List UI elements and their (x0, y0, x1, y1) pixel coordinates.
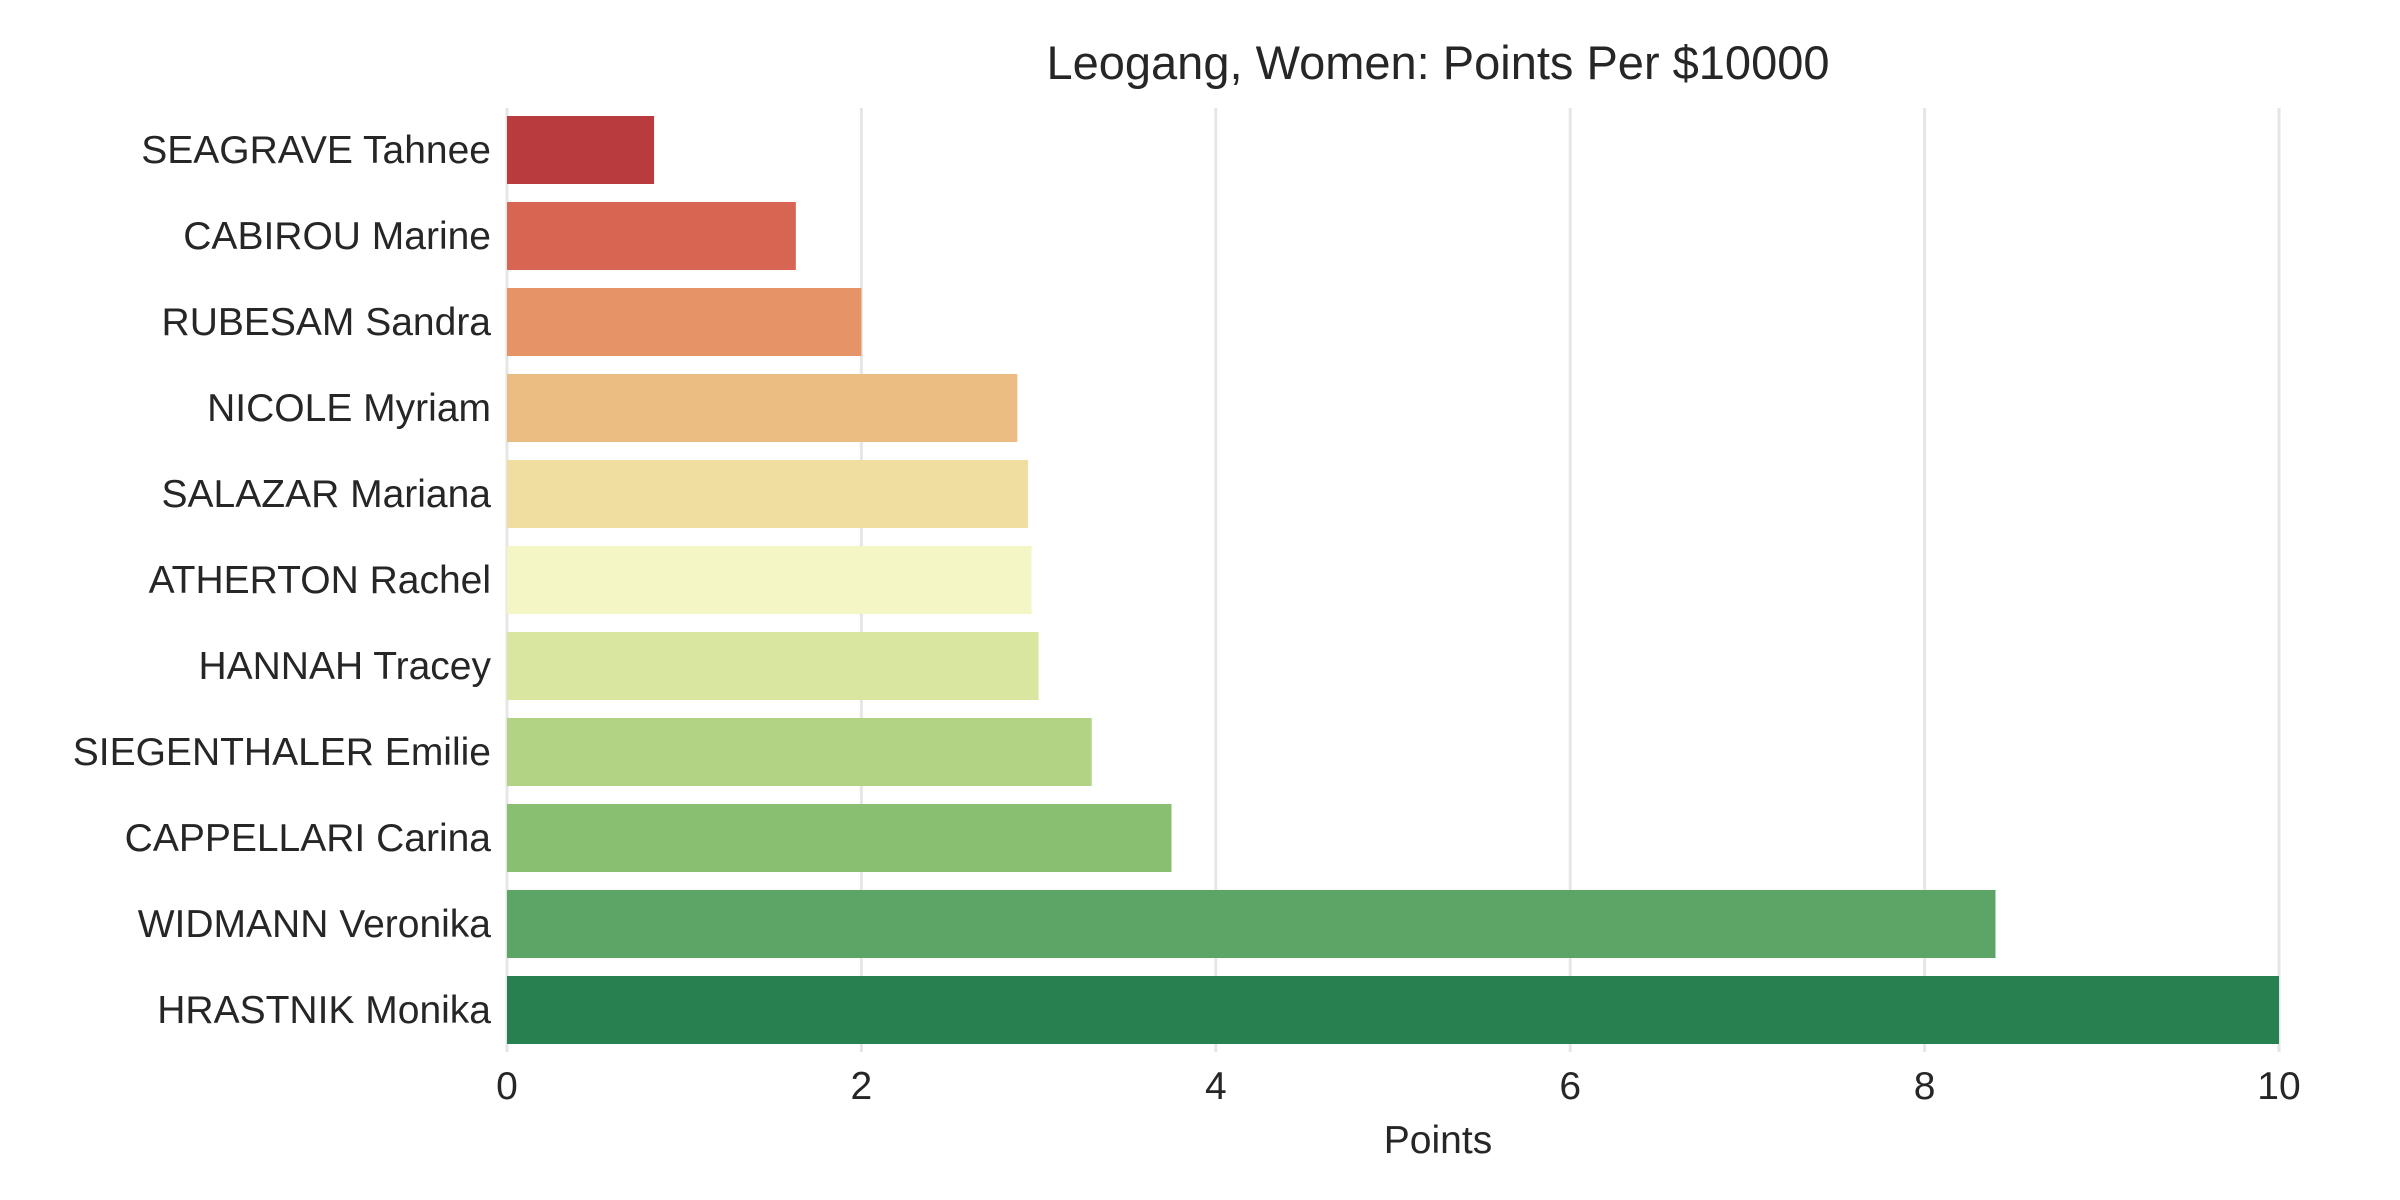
x-tick-label: 0 (496, 1065, 518, 1108)
bar (507, 460, 1028, 528)
category-label: NICOLE Myriam (207, 387, 491, 430)
x-tick-label: 2 (851, 1065, 873, 1108)
x-axis-label: Points (1384, 1119, 1492, 1162)
category-label: HANNAH Tracey (198, 645, 491, 688)
bar (507, 202, 796, 270)
category-label: RUBESAM Sandra (162, 301, 492, 344)
x-tick-label: 6 (1559, 1065, 1581, 1108)
category-labels: SEAGRAVE Tahnee CABIROU Marine RUBESAM San… (73, 129, 492, 1032)
category-label: HRASTNIK Monika (157, 989, 491, 1032)
x-tick-label: 10 (2257, 1065, 2300, 1108)
chart-title: Leogang, Women: Points Per $10000 (1046, 36, 1829, 89)
bar (507, 718, 1092, 786)
bar (507, 890, 1996, 958)
bar (507, 288, 862, 356)
category-label: SEAGRAVE Tahnee (141, 129, 491, 172)
bar (507, 632, 1039, 700)
x-tick-label: 8 (1914, 1065, 1936, 1108)
category-label: SIEGENTHALER Emilie (73, 731, 491, 774)
bar (507, 546, 1032, 614)
category-label: ATHERTON Rachel (149, 559, 491, 602)
bar (507, 804, 1172, 872)
category-label: WIDMANN Veronika (138, 903, 492, 946)
x-tick-labels: 0 2 4 6 8 10 (496, 1065, 2301, 1108)
category-label: CAPPELLARI Carina (125, 817, 492, 860)
bar (507, 976, 2279, 1044)
category-label: SALAZAR Mariana (162, 473, 492, 516)
bar (507, 116, 655, 184)
category-label: CABIROU Marine (183, 215, 491, 258)
x-tick-label: 4 (1205, 1065, 1227, 1108)
bars (507, 116, 2279, 1044)
bar (507, 374, 1018, 442)
